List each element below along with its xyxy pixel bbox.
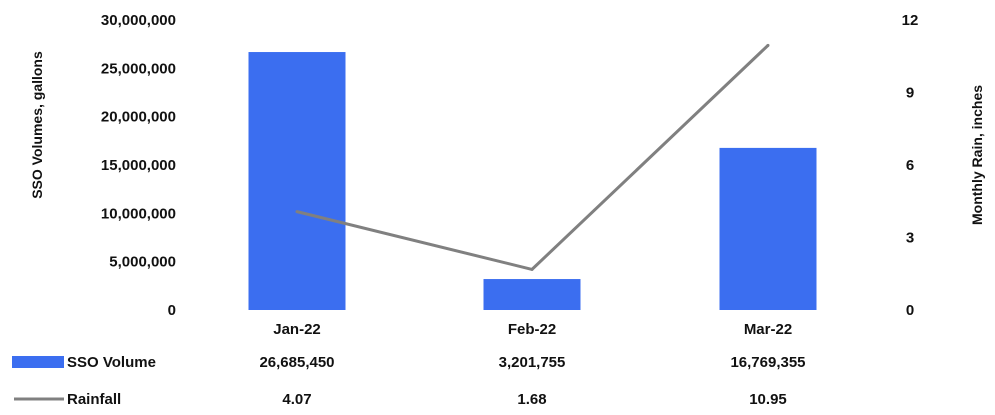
right-axis-tick-label: 0 (906, 302, 914, 319)
sso-volume-bar (719, 147, 817, 310)
left-axis-tick-label: 30,000,000 (101, 12, 176, 29)
rainfall-point (295, 210, 299, 214)
left-axis-ticks: 30,000,000 25,000,000 20,000,000 15,000,000… (101, 12, 176, 319)
right-axis-tick-label: 12 (902, 12, 919, 29)
sso-volume-bar (483, 279, 581, 310)
legend-swatch-sso-volume (12, 356, 64, 368)
sso-volume-bar (248, 52, 346, 310)
bars (248, 52, 817, 310)
rainfall-line-group (295, 43, 770, 271)
table-cell-sso-volume: 3,201,755 (499, 354, 566, 371)
left-axis-tick-label: 10,000,000 (101, 205, 176, 222)
table-cell-sso-volume: 26,685,450 (259, 354, 334, 371)
left-axis-tick-label: 15,000,000 (101, 157, 176, 174)
data-table: SSO Volume Rainfall 26,685,450 3,201,755 16,… (12, 354, 806, 408)
left-axis-tick-label: 25,000,000 (101, 60, 176, 77)
legend-label-rainfall: Rainfall (67, 391, 121, 408)
category-label: Jan-22 (273, 321, 321, 338)
right-axis-title: Monthly Rain, inches (969, 85, 985, 225)
right-axis-tick-label: 6 (906, 157, 914, 174)
left-axis-tick-label: 0 (168, 302, 176, 319)
left-axis-tick-label: 20,000,000 (101, 109, 176, 126)
right-axis-ticks: 12 9 6 3 0 (902, 12, 919, 319)
table-cell-sso-volume: 16,769,355 (730, 354, 805, 371)
table-cell-rainfall: 10.95 (749, 391, 787, 408)
category-labels: Jan-22 Feb-22 Mar-22 (273, 321, 792, 338)
rainfall-line (296, 44, 770, 271)
rainfall-point (530, 267, 534, 271)
left-axis-title: SSO Volumes, gallons (29, 51, 45, 199)
category-label: Mar-22 (744, 321, 792, 338)
right-axis-tick-label: 9 (906, 85, 914, 102)
table-cell-rainfall: 1.68 (517, 391, 546, 408)
table-cell-rainfall: 4.07 (282, 391, 311, 408)
right-axis-tick-label: 3 (906, 230, 914, 247)
category-label: Feb-22 (508, 321, 556, 338)
rainfall-point (766, 43, 770, 47)
legend-label-sso-volume: SSO Volume (67, 354, 156, 371)
left-axis-tick-label: 5,000,000 (109, 254, 176, 271)
